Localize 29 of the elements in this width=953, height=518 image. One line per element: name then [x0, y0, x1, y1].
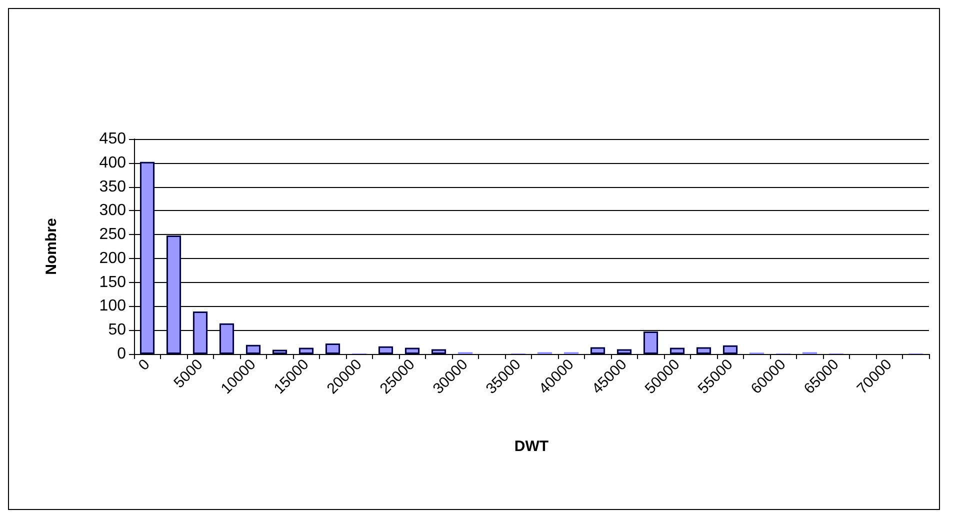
y-tick-label: 300	[99, 202, 126, 220]
x-tick-label: 0	[135, 356, 154, 374]
y-tick-label: 350	[99, 178, 126, 196]
bar	[325, 343, 340, 354]
bar	[643, 332, 658, 354]
bar	[590, 347, 606, 354]
bar	[298, 348, 314, 354]
bar	[670, 348, 685, 354]
bar	[696, 347, 712, 354]
y-axis-title: Nombre	[43, 218, 60, 275]
bar	[722, 345, 738, 354]
bar	[219, 323, 234, 354]
y-tick-label: 150	[99, 274, 126, 291]
x-axis-title: DWT	[514, 438, 549, 455]
bar	[246, 344, 261, 354]
y-tick-label: 200	[99, 250, 126, 267]
y-tick-label: 450	[99, 130, 126, 148]
bar	[616, 349, 632, 354]
y-tick-label: 250	[99, 226, 126, 244]
bar	[272, 350, 288, 354]
y-tick-label: 400	[99, 154, 126, 172]
bar	[166, 236, 182, 354]
bar	[404, 348, 420, 354]
bar	[431, 349, 446, 354]
bar	[140, 162, 155, 354]
bar	[192, 311, 208, 354]
bar	[378, 346, 394, 354]
y-tick-label: 100	[99, 298, 126, 315]
y-tick-label: 50	[108, 322, 126, 339]
